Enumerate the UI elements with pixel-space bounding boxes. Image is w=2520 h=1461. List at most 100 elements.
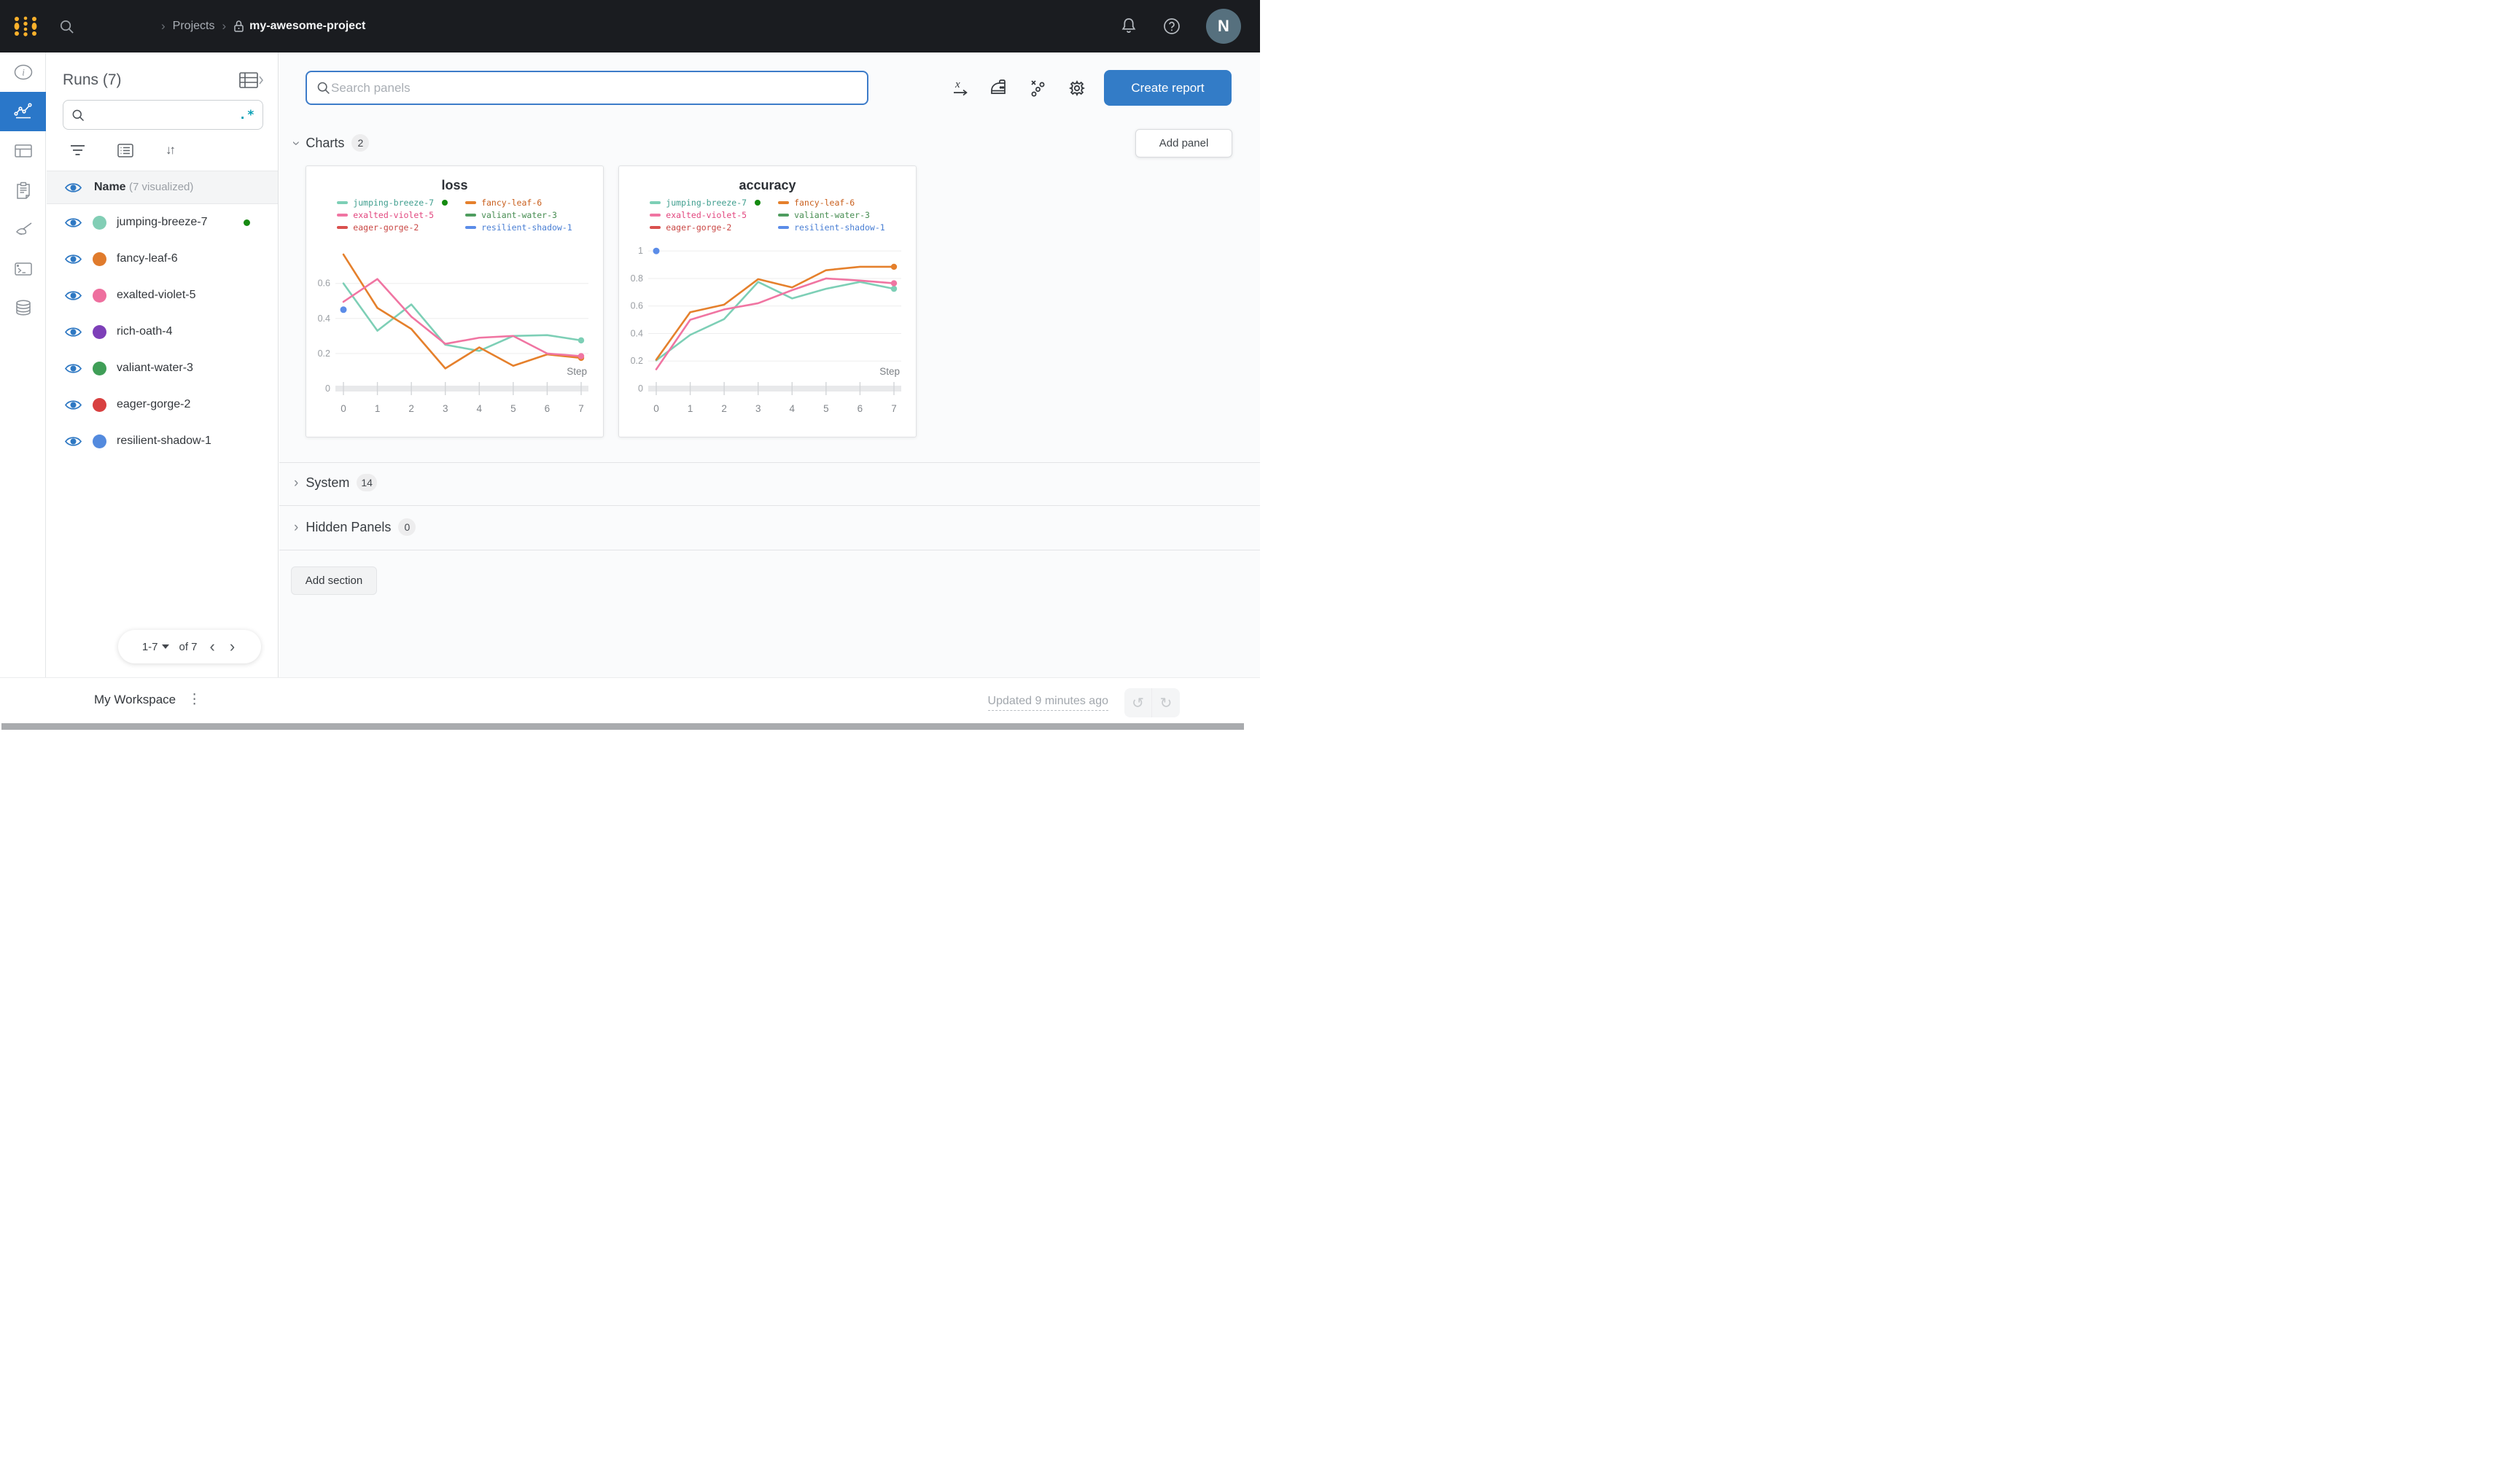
- visibility-eye-icon[interactable]: [64, 289, 82, 302]
- section-charts-label: Charts: [306, 135, 345, 150]
- avatar[interactable]: N: [1206, 9, 1241, 44]
- visibility-eye-icon[interactable]: [64, 362, 82, 375]
- nav-runs-table[interactable]: [0, 131, 46, 171]
- legend-color-dash: [778, 226, 790, 229]
- run-color-dot: [93, 397, 106, 412]
- nav-sweeps[interactable]: [0, 210, 46, 249]
- legend-color-dash: [650, 201, 661, 204]
- visibility-eye-icon[interactable]: [64, 326, 82, 338]
- svg-text:0: 0: [325, 383, 330, 394]
- legend-color-dash: [337, 214, 349, 217]
- section-hidden-panels-header[interactable]: › Hidden Panels 0: [294, 518, 416, 536]
- run-row[interactable]: fancy-leaf-6: [47, 241, 278, 277]
- runs-search-box: .*: [63, 100, 263, 130]
- breadcrumb-current-project[interactable]: my-awesome-project: [233, 20, 365, 33]
- expand-runs-table-icon[interactable]: [238, 71, 263, 89]
- legend-color-dash: [337, 226, 349, 229]
- legend-run-label: eager-gorge-2: [666, 222, 732, 233]
- svg-text:0: 0: [341, 403, 346, 414]
- legend-run-label: jumping-breeze-7: [353, 198, 435, 208]
- undo-button[interactable]: ↺: [1124, 688, 1152, 717]
- visibility-eye-icon[interactable]: [64, 253, 82, 265]
- nav-reports[interactable]: [0, 171, 46, 210]
- legend-item: jumping-breeze-7: [337, 198, 448, 208]
- svg-text:0.2: 0.2: [631, 356, 643, 366]
- svg-text:0: 0: [653, 403, 659, 414]
- smoothing-iron-icon[interactable]: [989, 79, 1009, 98]
- svg-text:6: 6: [858, 403, 863, 414]
- section-hidden-panels-label: Hidden Panels: [306, 519, 392, 534]
- svg-text:0: 0: [638, 383, 643, 394]
- legend-run-label: exalted-violet-5: [666, 210, 747, 220]
- runs-sidebar: Runs (7) .* ↓↑: [47, 52, 279, 677]
- panels-search-box: [306, 71, 868, 105]
- chart-title: loss: [441, 178, 468, 192]
- settings-gear-icon[interactable]: [1068, 79, 1086, 98]
- nav-terminal-logs[interactable]: [0, 249, 46, 289]
- visibility-eye-icon[interactable]: [64, 182, 82, 194]
- run-color-dot: [93, 324, 106, 339]
- workspace-main: x Create report ›: [279, 52, 1260, 677]
- run-row[interactable]: eager-gorge-2: [47, 386, 278, 423]
- legend-color-dash: [778, 201, 790, 204]
- runs-search-input[interactable]: [85, 109, 239, 121]
- run-row[interactable]: rich-oath-4: [47, 313, 278, 350]
- visualized-count-label: (7 visualized): [129, 181, 194, 193]
- group-runs-icon[interactable]: [117, 143, 133, 157]
- chart-panel-loss[interactable]: loss jumping-breeze-7 fancy-leaf-6 exalted…: [306, 165, 604, 437]
- prev-page-button[interactable]: ‹: [209, 637, 215, 655]
- svg-text:i: i: [22, 67, 25, 78]
- svg-text:1: 1: [375, 403, 381, 414]
- section-charts-count-badge: 2: [351, 134, 370, 152]
- run-row[interactable]: jumping-breeze-7: [47, 204, 278, 241]
- legend-item: resilient-shadow-1: [778, 222, 885, 233]
- last-updated-label: Updated 9 minutes ago: [987, 695, 1108, 711]
- next-page-button[interactable]: ›: [229, 637, 236, 655]
- chevron-collapsed-icon: ›: [294, 475, 299, 491]
- search-icon: [317, 82, 330, 94]
- visibility-eye-icon[interactable]: [64, 399, 82, 411]
- outliers-icon[interactable]: [1030, 79, 1047, 98]
- create-report-button[interactable]: Create report: [1104, 70, 1232, 106]
- run-row[interactable]: resilient-shadow-1: [47, 423, 278, 459]
- legend-color-dash: [778, 214, 790, 217]
- breadcrumb-chevron-icon: ›: [222, 19, 227, 33]
- legend-item: exalted-violet-5: [650, 210, 761, 220]
- add-section-button[interactable]: Add section: [291, 566, 377, 595]
- sort-runs-icon[interactable]: ↓↑: [166, 143, 176, 157]
- filter-runs-icon[interactable]: [70, 144, 85, 157]
- workspace-menu-kebab-icon[interactable]: ⋮: [187, 692, 202, 707]
- notifications-bell-icon[interactable]: [1120, 17, 1138, 36]
- section-system-header[interactable]: › System 14: [294, 474, 377, 491]
- run-row[interactable]: valiant-water-3: [47, 350, 278, 386]
- help-icon[interactable]: [1162, 17, 1181, 36]
- run-row[interactable]: exalted-violet-5: [47, 277, 278, 313]
- legend-item: jumping-breeze-7: [650, 198, 761, 208]
- chart-panel-accuracy[interactable]: accuracy jumping-breeze-7 fancy-leaf-6 exa…: [618, 165, 917, 437]
- reports-icon: [16, 182, 30, 199]
- chart-legend: jumping-breeze-7 fancy-leaf-6 exalted-viol…: [306, 198, 603, 233]
- page-total-label: of 7: [179, 640, 198, 653]
- nav-workspace-charts[interactable]: [0, 92, 46, 131]
- legend-run-label: exalted-violet-5: [353, 210, 435, 220]
- page-range-dropdown[interactable]: 1-7: [142, 641, 169, 653]
- regex-toggle-icon[interactable]: .*: [238, 107, 255, 122]
- add-panel-button[interactable]: Add panel: [1135, 129, 1232, 157]
- svg-text:5: 5: [510, 403, 516, 414]
- panels-search-input[interactable]: [331, 80, 858, 96]
- global-search-icon[interactable]: [58, 18, 75, 35]
- redo-button[interactable]: ↻: [1152, 688, 1180, 717]
- section-charts-header[interactable]: › Charts 2: [289, 134, 370, 152]
- svg-text:7: 7: [891, 403, 897, 414]
- table-icon: [14, 144, 32, 157]
- visibility-eye-icon[interactable]: [64, 217, 82, 229]
- legend-color-dash: [465, 201, 477, 204]
- breadcrumb-projects-link[interactable]: Projects: [172, 20, 215, 32]
- visibility-eye-icon[interactable]: [64, 435, 82, 448]
- horizontal-scrollbar[interactable]: [1, 723, 1244, 730]
- wandb-logo-icon[interactable]: [13, 15, 38, 37]
- x-axis-settings-icon[interactable]: x: [952, 79, 969, 98]
- nav-overview-info[interactable]: i: [0, 52, 46, 92]
- svg-text:3: 3: [755, 403, 761, 414]
- nav-artifacts[interactable]: [0, 289, 46, 328]
